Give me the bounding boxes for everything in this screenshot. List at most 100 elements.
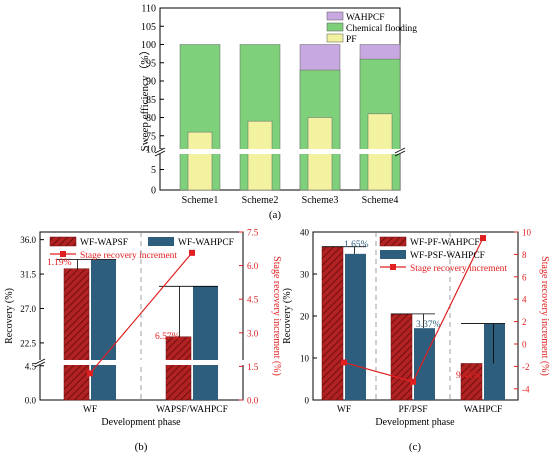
b-increment-point — [189, 249, 195, 256]
c-bar-wf-psf-wahpcf — [414, 328, 435, 400]
c-x-category: PF/PSF — [398, 405, 427, 415]
b-y2tick-label: 3.0 — [247, 328, 259, 338]
c-ytick-label: 20 — [300, 312, 310, 322]
c-y2tick-label: -2 — [522, 362, 530, 372]
b-ytick-label: 36.0 — [20, 235, 36, 245]
c-bar-wf-psf-wahpcf — [345, 253, 366, 400]
legend-marker-increment-c — [390, 264, 396, 270]
legend-marker-increment — [60, 251, 66, 257]
panel-b-y2-axis-label: Stage recovery increment (%) — [271, 256, 282, 376]
panel-b-y2-ticks: 7.5 6.0 4.5 3.0 1.5 0.0 — [239, 228, 259, 406]
b-y2tick-label: 4.5 — [247, 295, 259, 305]
a-ytick-label: 80 — [146, 113, 156, 124]
c-annotation-label: 9.46% — [456, 371, 481, 381]
panel-a-x-categories: Scheme1 Scheme2 Scheme3 Scheme4 — [182, 195, 399, 206]
a-bar-pf — [187, 131, 213, 191]
legend-swatch-wf-pf-wahpcf — [379, 236, 407, 247]
panel-a-y-axis-label: Sweep efficiency（%） — [138, 44, 151, 151]
panel-c-y2-ticks: 10 8 6 4 2 0 -2 -4 — [514, 228, 532, 394]
b-x-category: WF — [83, 405, 97, 415]
legend-label-increment-c: Stage recovery increment — [410, 264, 507, 274]
panel-a-legend: WAHPCF Chemical flooding PF — [326, 11, 417, 45]
a-x-category: Scheme3 — [302, 195, 339, 206]
b-increment-polyline — [89, 252, 193, 374]
a-bar-pf — [247, 120, 273, 191]
b-annotation-label: 6.57% — [155, 332, 180, 342]
panel-a-bars — [179, 44, 401, 191]
b-ytick-label: 31.5 — [20, 270, 36, 280]
panel-c-y-ticks: 40 30 20 10 0 — [300, 228, 317, 406]
panel-c-increment-line: 1.65% 3.37% 9.46% — [341, 235, 486, 385]
b-x-category: WAPSF/WAHPCF — [156, 405, 228, 415]
panel-b-increment-line: 1.19% 6.57% — [47, 249, 195, 377]
legend-label-pf: PF — [346, 35, 357, 45]
panel-c-x-categories: WF PF/PSF WAHPCF — [337, 405, 502, 415]
c-bar-wf-pf-wahpcf — [390, 313, 413, 401]
legend-label-wf-wahpcf: WF-WAHPCF — [178, 238, 234, 248]
panel-b-legend: WF-WAPSF WF-WAHPCF Stage recovery increm… — [49, 236, 234, 261]
b-bar-wf-wahpcf — [193, 286, 218, 400]
c-ytick-label: 40 — [300, 228, 310, 238]
legend-label-wahpcf: WAHPCF — [346, 13, 385, 23]
panel-b-break-mark — [34, 358, 46, 368]
legend-label-wf-wapsf: WF-WAPSF — [80, 238, 128, 248]
panel-c-x-axis-label: Development phase — [375, 417, 455, 428]
c-ytick-label: 30 — [300, 270, 310, 280]
panel-b-y-ticks: 36.0 31.5 27.0 22.5 4.5 0.0 — [20, 235, 44, 406]
b-bar-wf-wapsf — [63, 268, 90, 401]
a-ytick-label: 75 — [146, 131, 156, 142]
c-y2tick-label: 0 — [522, 340, 527, 350]
b-bar-wf-wahpcf — [91, 259, 116, 400]
a-ytick-label: 95 — [146, 58, 156, 69]
panel-a-axis-break — [158, 149, 404, 154]
c-y2tick-label: -4 — [522, 384, 530, 394]
c-y2tick-label: 2 — [522, 317, 527, 327]
legend-swatch-pf — [326, 33, 344, 43]
c-annotation-label: 1.65% — [344, 240, 369, 250]
panel-b: 36.0 31.5 27.0 22.5 4.5 0.0 7.5 6.0 4.5 3.0 1.5 0.… — [4, 228, 282, 454]
a-ytick-label: 110 — [141, 4, 156, 15]
c-x-category: WF — [337, 405, 351, 415]
c-increment-point — [341, 359, 347, 366]
b-annotation-label: 1.19% — [47, 258, 72, 268]
b-ytick-label: 22.5 — [20, 338, 36, 348]
panel-c-legend: WF-PF-WAHPCF WF-PSF-WAHPCF Stage recover… — [379, 236, 507, 274]
a-ytick-label: 105 — [141, 22, 156, 33]
a-ytick-label: 85 — [146, 95, 156, 106]
panel-c-caption: (c) — [409, 441, 422, 453]
c-increment-point — [480, 235, 486, 242]
panel-b-y-axis-label: Recovery (%) — [4, 288, 15, 344]
legend-swatch-chemical — [326, 22, 344, 32]
c-x-category: WAHPCF — [464, 405, 503, 415]
b-ytick-label: 27.0 — [20, 304, 36, 314]
panel-b-plot-frame — [39, 231, 244, 401]
b-ytick-label: 4.5 — [25, 361, 37, 371]
legend-swatch-wahpcf — [326, 11, 344, 21]
a-ytick-label: 0 — [151, 186, 156, 197]
legend-label-wf-psf-wahpcf: WF-PSF-WAHPCF — [410, 251, 485, 261]
a-ytick-label: 5 — [151, 165, 156, 176]
c-ytick-label: 0 — [305, 396, 310, 406]
c-bar-wf-pf-wahpcf — [321, 246, 344, 401]
c-bar-wf-pf-wahpcf — [460, 363, 483, 401]
c-y2tick-label: 6 — [522, 272, 527, 282]
a-x-category: Scheme4 — [362, 195, 399, 206]
panel-a-caption: (a) — [269, 209, 282, 221]
c-y2tick-label: 4 — [522, 295, 527, 305]
a-x-category: Scheme2 — [242, 195, 279, 206]
legend-label-wf-pf-wahpcf: WF-PF-WAHPCF — [410, 238, 480, 248]
c-increment-point — [410, 378, 416, 385]
legend-swatch-wf-psf-wahpcf — [380, 250, 406, 259]
c-y2tick-label: 8 — [522, 250, 527, 260]
c-ytick-label: 10 — [300, 354, 310, 364]
legend-swatch-wf-wahpcf — [148, 237, 174, 246]
panel-c-y2-axis-label: Stage recovery increment (%) — [539, 256, 550, 376]
legend-swatch-wf-wapsf — [49, 236, 77, 247]
a-ytick-label: 100 — [141, 40, 156, 51]
panel-b-x-axis-label: Development phase — [101, 417, 181, 428]
a-ytick-label: 90 — [146, 77, 156, 88]
panel-b-bars — [57, 259, 218, 401]
